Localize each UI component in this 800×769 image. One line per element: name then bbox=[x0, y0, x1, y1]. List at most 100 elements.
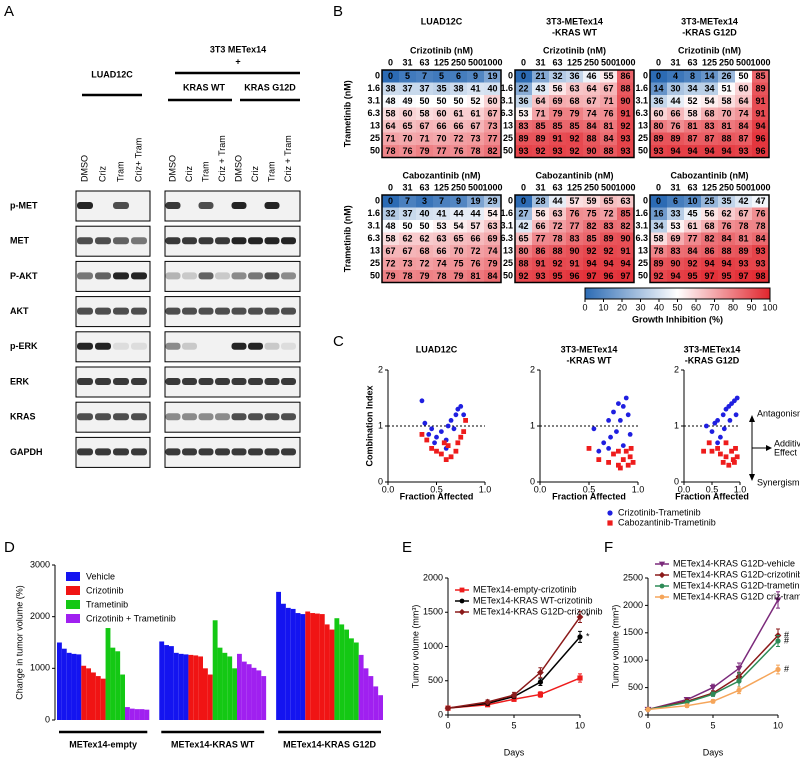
heatmap-cell bbox=[566, 120, 583, 133]
heatmap-cell bbox=[532, 257, 549, 270]
cell-label: 96 bbox=[755, 146, 765, 156]
cell-label: 94 bbox=[620, 259, 630, 269]
cell-label: 66 bbox=[436, 246, 446, 256]
heatmap-cell bbox=[484, 232, 501, 245]
point bbox=[537, 669, 544, 676]
cell-label: 76 bbox=[721, 221, 731, 231]
cell-label: 84 bbox=[487, 271, 497, 281]
heatmap-cell bbox=[399, 270, 416, 283]
y-tick-label: 6.3 bbox=[367, 108, 380, 118]
point bbox=[709, 685, 717, 691]
cell-label: 54 bbox=[704, 96, 714, 106]
bar bbox=[188, 654, 194, 720]
legend-marker bbox=[459, 587, 465, 593]
heatmap-cell bbox=[752, 232, 769, 245]
cell-label: 85 bbox=[552, 121, 562, 131]
point bbox=[625, 462, 631, 468]
point bbox=[434, 448, 439, 454]
blot-band bbox=[199, 343, 214, 350]
heatmap-cell bbox=[650, 120, 667, 133]
heatmap-cell bbox=[752, 107, 769, 120]
y-tick-label: 2 bbox=[674, 364, 679, 374]
cell-label: 29 bbox=[487, 196, 497, 206]
legend-swatch bbox=[66, 600, 80, 609]
cell-label: 0 bbox=[656, 71, 661, 81]
heatmap-cell bbox=[515, 232, 532, 245]
point bbox=[453, 448, 459, 454]
lane-label: Criz bbox=[184, 166, 194, 182]
cell-label: 62 bbox=[721, 209, 731, 219]
cell-label: 83 bbox=[518, 121, 528, 131]
cell-label: 92 bbox=[603, 246, 613, 256]
heatmap-cell bbox=[752, 195, 769, 208]
y-tick-label: 13 bbox=[503, 246, 513, 256]
cell-label: 62 bbox=[419, 234, 429, 244]
heatmap-cell bbox=[667, 195, 684, 208]
heatmap-cell bbox=[600, 132, 617, 145]
x-tick-label: 5 bbox=[511, 720, 516, 730]
heatmap-cell bbox=[484, 220, 501, 233]
cell-label: 89 bbox=[738, 246, 748, 256]
point bbox=[419, 398, 425, 404]
heatmap-border bbox=[649, 194, 770, 284]
heatmap-cell bbox=[650, 95, 667, 108]
x-tick-label: 125 bbox=[702, 57, 717, 67]
y-tick-label: 0 bbox=[375, 71, 380, 81]
cell-label: 92 bbox=[569, 146, 579, 156]
x-tick-label: 5 bbox=[710, 720, 715, 730]
point bbox=[709, 448, 715, 454]
cell-label: 74 bbox=[586, 109, 596, 119]
blot-band bbox=[113, 378, 129, 385]
point bbox=[775, 638, 781, 644]
cell-label: 65 bbox=[453, 234, 463, 244]
point bbox=[429, 426, 435, 432]
legend-swatch bbox=[66, 586, 80, 595]
cell-label: 38 bbox=[453, 84, 463, 94]
point bbox=[445, 443, 451, 448]
point bbox=[455, 440, 461, 446]
protein-label: KRAS bbox=[10, 412, 36, 422]
cell-label: 43 bbox=[535, 84, 545, 94]
colorbar-tick-label: 0 bbox=[582, 302, 587, 312]
x-tick-label: METex14-empty bbox=[69, 739, 137, 749]
x-tick-label: 125 bbox=[702, 182, 717, 192]
legend-label: METex14-empty-crizotinib bbox=[473, 584, 577, 594]
cell-label: 59 bbox=[586, 196, 596, 206]
cell-label: 84 bbox=[755, 234, 765, 244]
blot-band bbox=[248, 272, 263, 280]
cell-label: 89 bbox=[670, 134, 680, 144]
chart-title: 3T3-METex14 bbox=[684, 344, 741, 354]
heatmap-cell bbox=[617, 220, 634, 233]
point bbox=[596, 448, 602, 454]
blot-band bbox=[215, 343, 230, 350]
heatmap-cell bbox=[484, 95, 501, 108]
heatmap-cell bbox=[617, 70, 634, 83]
blot-band bbox=[165, 448, 181, 456]
heatmap-cell bbox=[735, 220, 752, 233]
cell-label: 5 bbox=[439, 71, 444, 81]
heatmap-cell bbox=[701, 107, 718, 120]
cell-label: 48 bbox=[385, 221, 395, 231]
cell-label: 85 bbox=[535, 121, 545, 131]
heatmap-cell bbox=[382, 95, 399, 108]
cell-label: 93 bbox=[620, 134, 630, 144]
cell-label: 70 bbox=[721, 109, 731, 119]
legend-marker bbox=[659, 583, 665, 589]
heatmap-cell bbox=[382, 70, 399, 83]
cell-label: 53 bbox=[436, 221, 446, 231]
point bbox=[591, 426, 597, 432]
cell-label: 76 bbox=[470, 259, 480, 269]
heatmap-cell bbox=[600, 257, 617, 270]
bar bbox=[144, 709, 150, 720]
heatmap-cell bbox=[399, 257, 416, 270]
heatmap-cell bbox=[617, 82, 634, 95]
colorbar-tick-label: 30 bbox=[635, 302, 645, 312]
heatmap-cell bbox=[583, 257, 600, 270]
heatmap-cell bbox=[684, 107, 701, 120]
cell-label: 94 bbox=[687, 146, 697, 156]
point bbox=[732, 460, 737, 465]
heatmap-cell bbox=[549, 195, 566, 208]
heatmap-title: 3T3-METex14 bbox=[681, 16, 738, 26]
blot-band bbox=[264, 307, 280, 315]
